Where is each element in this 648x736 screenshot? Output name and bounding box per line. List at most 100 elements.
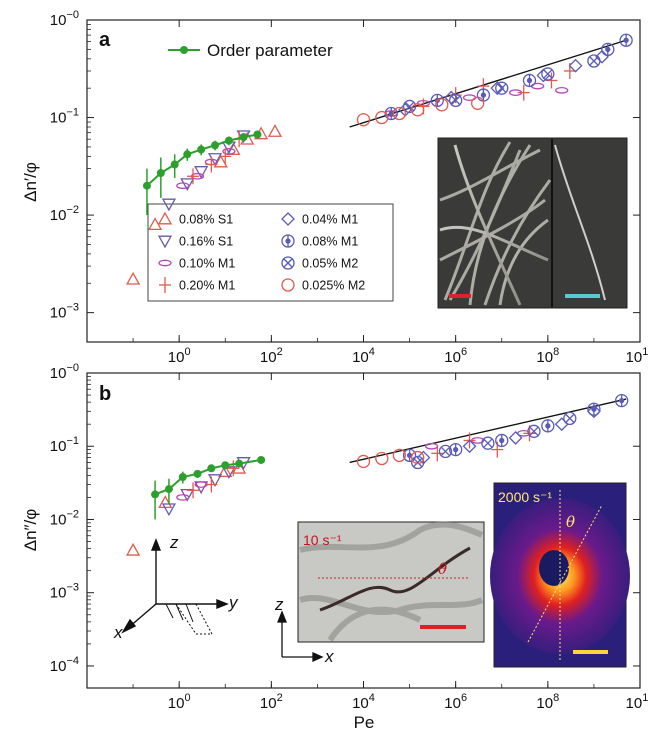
panel-a-ticks: 100 102 104 106 108 1010 10−3 10−2 10−1 10−0	[50, 9, 648, 366]
data-point-0-16-s1	[180, 178, 195, 191]
data-point-0-10-m1	[222, 148, 236, 155]
data-point-0-16-s1	[194, 166, 209, 179]
data-point-0-20-m1	[219, 148, 232, 165]
tick-label: 10−0	[50, 362, 79, 382]
tick-label: 10−1	[50, 435, 79, 455]
inset-b1-theta: θ	[438, 560, 447, 578]
order-parameter-point	[253, 130, 262, 139]
inset-b-flow-image: 10 s⁻¹ θ	[297, 521, 485, 643]
data-point-0-05-m2	[527, 424, 541, 438]
data-point-0-08-s1	[267, 124, 283, 137]
order-parameter-point	[224, 136, 233, 145]
data-point-0-04-m1	[554, 417, 569, 432]
data-point-0-08-m1	[402, 448, 417, 463]
inset-b2-rate-label: 2000 s⁻¹	[498, 489, 552, 505]
legend-label: 0.04% M1	[302, 213, 358, 227]
data-point-0-025-m2	[471, 96, 485, 110]
y-axis-label-b: Δn″/φ	[21, 509, 40, 552]
tick-label: 100	[168, 692, 191, 712]
power-law-fit-line	[349, 39, 627, 128]
tick-label: 108	[536, 692, 559, 712]
coord-axis-z: z	[169, 533, 179, 552]
tick-label: 10−3	[50, 302, 79, 322]
legend-items: 0.08% S1 0.04% M1 0.16% S1 0.08% M1 0.10% M1…	[157, 211, 365, 293]
legend-label: 0.05% M2	[302, 257, 358, 271]
data-point-0-10-m1	[176, 182, 190, 190]
data-point-0-16-s1	[161, 503, 177, 517]
legend-label: 0.08% M1	[302, 235, 358, 249]
coord-axis-y: y	[228, 593, 239, 612]
tick-label: 106	[444, 346, 467, 366]
legend-marker	[281, 256, 295, 270]
data-point-0-08-s1	[125, 271, 141, 285]
data-point-0-16-s1	[161, 198, 177, 212]
order-parameter-point	[156, 169, 165, 178]
data-point-0-04-m1	[462, 439, 477, 454]
order-parameter-point	[211, 141, 220, 150]
legend-label: 0.10% M1	[179, 257, 235, 271]
inset-b2-theta: θ	[566, 513, 575, 531]
data-point-0-08-m1	[601, 42, 615, 57]
tick-label: 1010	[626, 346, 648, 366]
data-point-0-025-m2	[392, 448, 407, 463]
inset-b1-axis-z: z	[274, 595, 284, 614]
data-point-0-08-s1	[125, 542, 141, 556]
data-point-0-04-m1	[568, 58, 583, 73]
legend-marker	[158, 259, 172, 267]
data-point-0-20-m1	[205, 476, 218, 493]
data-point-0-08-m1	[449, 442, 463, 457]
data-point-0-025-m2	[435, 98, 449, 112]
data-point-0-08-m1	[587, 402, 601, 416]
legend-marker	[281, 234, 295, 248]
order-parameter-point	[207, 464, 216, 473]
order-parameter-point	[221, 461, 230, 470]
inset-b-scattering-pattern: 2000 s⁻¹ θ	[490, 482, 630, 668]
data-point-0-08-s1	[147, 217, 163, 230]
tick-label: 1010	[626, 692, 648, 712]
tick-label: 102	[260, 692, 283, 712]
data-point-0-20-m1	[187, 168, 200, 185]
data-point-0-025-m2	[356, 454, 371, 469]
legend-label: 0.025% M2	[302, 279, 365, 293]
panel-b-ticks: 100 102 104 106 108 1010 10−4 10−3 10−2 10−1 10−0	[50, 362, 648, 712]
legend-label: 0.08% S1	[179, 213, 233, 227]
data-point-0-04-m1	[508, 430, 523, 445]
data-point-0-025-m2	[392, 106, 407, 121]
order-parameter-point	[193, 469, 202, 478]
data-point-0-04-m1	[490, 81, 505, 96]
legend-marker	[157, 235, 173, 249]
order-parameter-legend: Order parameter	[168, 41, 333, 60]
legend-label: 0.16% S1	[179, 235, 233, 249]
inset-a-sem-image	[437, 137, 628, 309]
panel-b-label: b	[99, 383, 111, 405]
data-point-0-05-m2	[449, 93, 463, 108]
data-point-0-05-m2	[438, 444, 453, 459]
data-point-0-025-m2	[356, 113, 371, 127]
order-parameter-point	[151, 490, 160, 499]
tick-label: 10−2	[50, 204, 79, 224]
data-point-0-10-m1	[176, 494, 190, 501]
order-parameter-point	[235, 459, 244, 468]
order-parameter-point	[257, 455, 266, 464]
data-point-0-08-m1	[619, 33, 633, 47]
data-point-0-20-m1	[431, 445, 444, 462]
tick-label: 10−0	[50, 9, 79, 29]
data-point-0-20-m1	[205, 156, 218, 173]
data-point-0-08-m1	[522, 73, 537, 88]
order-parameter-point	[142, 181, 151, 190]
data-point-0-05-m2	[541, 67, 555, 81]
tick-label: 10−3	[50, 582, 79, 602]
data-point-0-025-m2	[375, 110, 389, 125]
data-point-0-05-m2	[563, 411, 577, 426]
data-point-0-10-m1	[555, 87, 569, 94]
legend-a	[147, 203, 394, 302]
order-parameter-point	[178, 473, 187, 482]
coordinate-axes-3d	[121, 538, 229, 635]
data-point-0-08-m1	[615, 393, 629, 408]
inset-b1-rate-label: 10 s⁻¹	[303, 532, 342, 548]
order-parameter-point	[164, 485, 173, 494]
data-point-0-08-m1	[476, 88, 491, 102]
data-point-0-05-m2	[411, 455, 425, 470]
tick-label: 100	[168, 346, 191, 366]
